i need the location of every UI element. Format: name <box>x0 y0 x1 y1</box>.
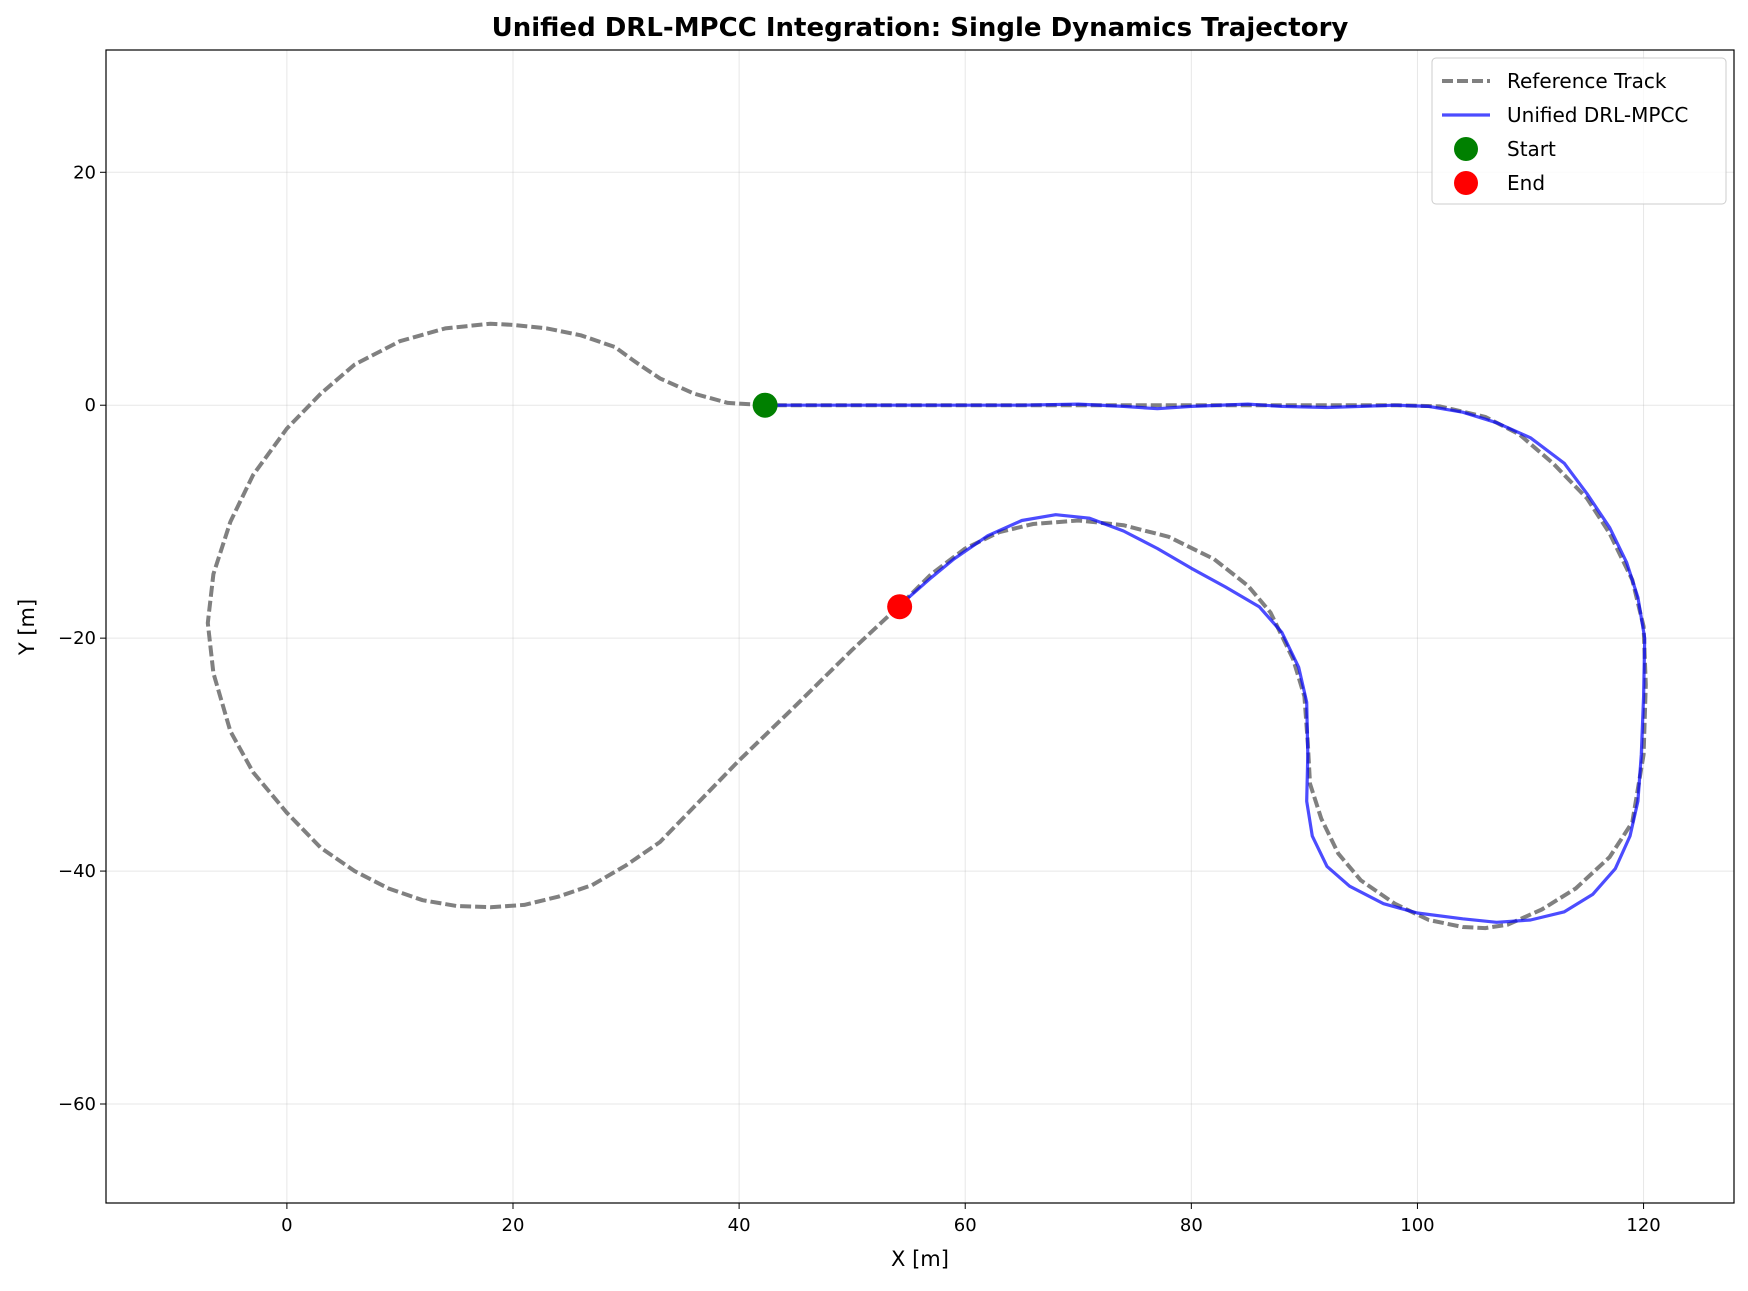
ticks: 0 20 40 60 80 100 120 20 0 −20 −40 −60 <box>58 162 1661 1236</box>
start-marker <box>752 392 778 418</box>
reference-track-line <box>205 321 1648 931</box>
x-tick-label: 80 <box>1180 1215 1203 1236</box>
x-axis-label: X [m] <box>891 1247 949 1271</box>
y-axis-label: Y [m] <box>15 599 39 656</box>
x-tick-label: 60 <box>954 1215 977 1236</box>
legend-start-label: Start <box>1507 137 1556 161</box>
x-tick-label: 0 <box>281 1215 292 1236</box>
legend-box <box>1431 57 1727 205</box>
legend-reference-track-label: Reference Track <box>1507 69 1667 93</box>
y-tick-label: −20 <box>58 628 96 649</box>
grid <box>106 50 1734 1203</box>
legend-start-swatch <box>1454 137 1478 161</box>
legend-end-label: End <box>1507 171 1545 195</box>
x-tick-label: 120 <box>1626 1215 1660 1236</box>
legend-unified-drl-mpcc-label: Unified DRL-MPCC <box>1507 103 1688 127</box>
y-tick-label: −40 <box>58 861 96 882</box>
y-tick-label: 20 <box>73 162 96 183</box>
x-tick-label: 100 <box>1400 1215 1434 1236</box>
chart-title: Unified DRL-MPCC Integration: Single Dyn… <box>492 13 1349 43</box>
plot-area <box>205 321 1648 931</box>
axes-frame <box>105 49 1735 1204</box>
x-tick-label: 20 <box>502 1215 525 1236</box>
unified-drl-mpcc-line <box>763 402 1647 924</box>
x-tick-label: 40 <box>728 1215 751 1236</box>
y-tick-label: −60 <box>58 1094 96 1115</box>
end-marker <box>887 594 913 620</box>
y-tick-label: 0 <box>85 395 96 416</box>
legend-end-swatch <box>1454 171 1478 195</box>
legend: Reference Track Unified DRL-MPCC Start End <box>1431 57 1727 205</box>
